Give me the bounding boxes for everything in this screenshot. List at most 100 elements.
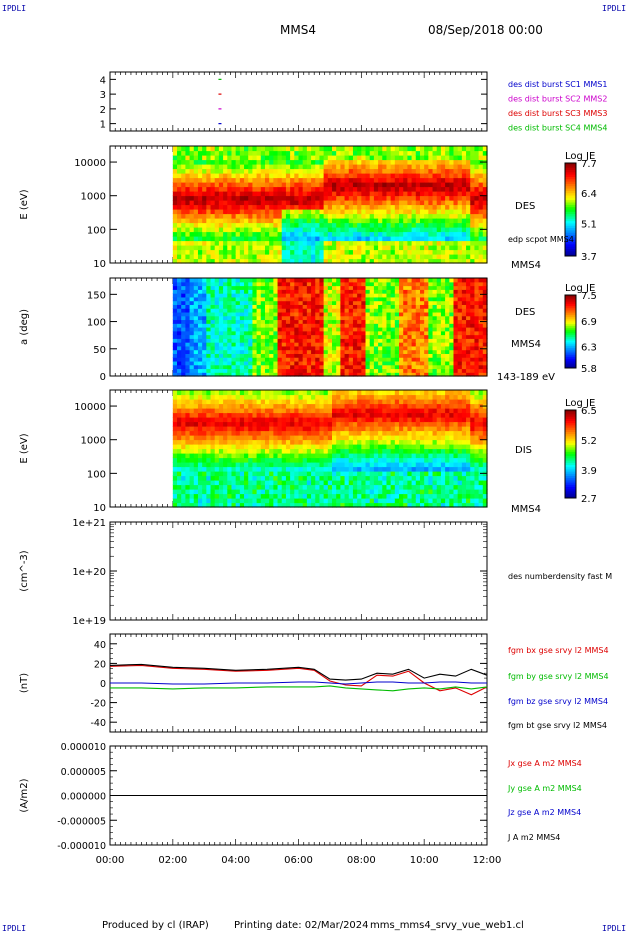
- des-energy-panel-cell: [290, 159, 295, 165]
- des-energy-panel-cell: [457, 159, 463, 165]
- des-energy-panel-cell: [311, 168, 316, 174]
- des-pitch-panel-cell: [252, 289, 258, 294]
- des-energy-panel-cell: [445, 204, 450, 210]
- des-pitch-panel-cell: [231, 368, 237, 373]
- des-energy-panel-cell: [290, 240, 295, 246]
- des-pitch-panel-cell: [285, 285, 291, 290]
- des-energy-panel-cell: [273, 218, 279, 224]
- des-energy-panel-cell: [252, 173, 258, 179]
- des-pitch-panel-cell: [424, 289, 429, 294]
- des-energy-panel-cell: [449, 182, 455, 188]
- des-energy-panel-cell: [227, 231, 233, 237]
- des-pitch-panel-cell: [306, 285, 312, 290]
- des-energy-panel-cell: [394, 159, 400, 165]
- des-energy-panel-cell: [352, 249, 358, 255]
- des-pitch-panel-cell: [311, 281, 316, 287]
- des-energy-panel-cell: [239, 213, 245, 219]
- des-pitch-panel-cell: [244, 368, 249, 373]
- des-pitch-panel-cell: [319, 330, 325, 336]
- des-pitch-panel-cell: [470, 330, 476, 336]
- des-pitch-panel-cell: [306, 296, 312, 302]
- des-pitch-panel-cell: [453, 372, 459, 377]
- des-pitch-panel-cell: [311, 300, 316, 305]
- des-energy-panel-cell: [214, 173, 220, 179]
- des-pitch-panel-cell: [277, 349, 283, 354]
- des-pitch-panel-cell: [445, 285, 450, 290]
- des-energy-panel-cell: [403, 173, 409, 179]
- des-energy-panel-cell: [235, 177, 241, 183]
- des-pitch-panel-cell: [193, 319, 199, 324]
- des-pitch-panel-cell: [294, 296, 300, 302]
- des-energy-panel-cell: [399, 150, 404, 156]
- des-energy-panel-cell: [227, 159, 233, 165]
- des-energy-panel-cell: [440, 150, 446, 156]
- des-pitch-panel-cell: [206, 360, 212, 366]
- des-energy-panel-cell: [256, 209, 262, 215]
- des-energy-panel-cell: [352, 231, 358, 237]
- des-energy-panel-cell: [390, 218, 396, 224]
- des-energy-panel-colorbar-band: [565, 242, 576, 245]
- des-energy-panel-cell: [294, 155, 300, 161]
- des-energy-panel-cell: [218, 150, 224, 156]
- des-energy-panel-cell: [244, 254, 249, 260]
- des-pitch-panel-cell: [294, 342, 300, 347]
- des-energy-panel-cell: [440, 177, 446, 183]
- des-pitch-panel-cell: [218, 281, 224, 287]
- des-pitch-panel-cell: [390, 289, 396, 294]
- des-pitch-panel-cell: [390, 345, 396, 351]
- des-pitch-panel-cell: [281, 327, 287, 332]
- des-pitch-panel-cell: [193, 368, 199, 373]
- des-pitch-panel-cell: [273, 296, 279, 302]
- des-energy-panel-cell: [306, 213, 312, 219]
- des-pitch-panel-cell: [290, 360, 295, 366]
- des-pitch-panel-cell: [214, 323, 220, 328]
- des-energy-panel-cell: [277, 177, 283, 183]
- des-pitch-panel-cell: [457, 342, 463, 347]
- des-energy-panel-cell: [210, 236, 216, 242]
- des-energy-panel-cell: [340, 200, 346, 206]
- des-pitch-panel-cell: [470, 281, 476, 287]
- des-energy-panel-cell: [214, 204, 220, 210]
- des-energy-panel-cell: [365, 236, 371, 242]
- dis-energy-panel-cell: [197, 412, 203, 418]
- des-pitch-panel-cell: [202, 281, 207, 287]
- des-pitch-panel-cell: [357, 311, 362, 317]
- des-energy-panel-cell: [440, 146, 446, 152]
- des-pitch-panel-cell: [290, 296, 295, 302]
- des-pitch-panel-cell: [394, 357, 400, 362]
- des-pitch-panel-cell: [306, 342, 312, 347]
- des-pitch-panel-cell: [357, 372, 362, 377]
- des-energy-panel-cell: [470, 204, 476, 210]
- des-pitch-panel-cell: [311, 349, 316, 354]
- des-pitch-panel-cell: [449, 349, 455, 354]
- des-pitch-panel-cell: [327, 368, 333, 373]
- des-pitch-panel-cell: [197, 319, 203, 324]
- des-energy-panel-cell: [415, 195, 421, 201]
- des-pitch-panel-cell: [185, 364, 191, 370]
- des-energy-panel-cell: [344, 168, 350, 174]
- des-pitch-panel-cell: [394, 300, 400, 305]
- des-energy-panel-cell: [197, 182, 203, 188]
- des-energy-panel-cell: [411, 168, 417, 174]
- des-energy-panel-cell: [185, 200, 191, 206]
- des-pitch-panel-cell: [214, 308, 220, 313]
- des-pitch-panel-cell: [181, 289, 186, 294]
- des-energy-panel-cell: [231, 164, 237, 170]
- des-energy-panel-cell: [298, 155, 304, 161]
- des-energy-panel-cell: [214, 249, 220, 255]
- des-energy-panel-cell: [461, 200, 467, 206]
- des-pitch-panel-cell: [244, 293, 249, 298]
- des-energy-panel-cell: [369, 258, 375, 264]
- des-energy-panel-cell: [252, 236, 258, 242]
- dis-energy-panel-cell: [181, 435, 186, 441]
- des-pitch-panel-cell: [403, 334, 409, 339]
- des-pitch-panel-cell: [373, 319, 379, 324]
- des-energy-panel-cell: [457, 177, 463, 183]
- des-energy-panel-cell: [457, 150, 463, 156]
- des-pitch-panel-cell: [327, 364, 333, 370]
- des-energy-panel-cell: [197, 168, 203, 174]
- des-pitch-panel-cell: [210, 281, 216, 287]
- des-pitch-panel-cell: [344, 315, 350, 321]
- des-energy-panel-cell: [369, 218, 375, 224]
- des-energy-panel-cell: [227, 204, 233, 210]
